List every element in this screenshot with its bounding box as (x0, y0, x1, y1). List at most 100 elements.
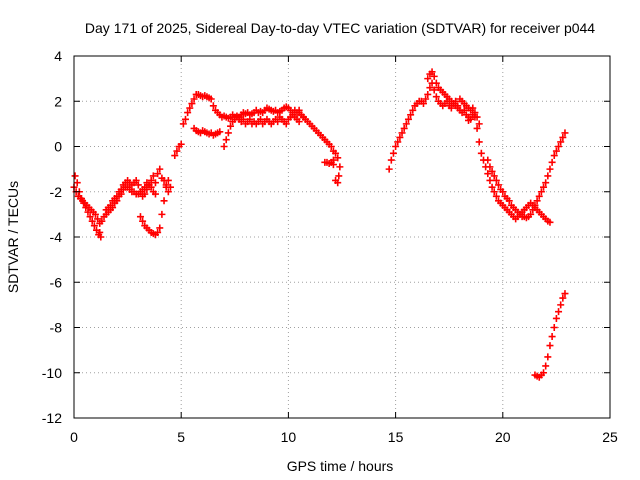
data-point (529, 206, 537, 214)
data-point (542, 362, 550, 370)
data-point (224, 129, 232, 137)
data-point (149, 172, 157, 180)
x-tick-label: 25 (602, 429, 618, 445)
grid-lines (74, 56, 610, 418)
data-point (207, 95, 215, 103)
tick-marks (73, 55, 611, 419)
series-arc-3 (102, 176, 159, 214)
data-point (475, 138, 483, 146)
y-tick-label: -10 (42, 365, 62, 381)
data-point (432, 93, 440, 101)
data-point (404, 115, 412, 123)
data-point (561, 129, 569, 137)
data-point (490, 172, 498, 180)
data-point (484, 156, 492, 164)
data-point (209, 102, 217, 110)
data-point (86, 213, 94, 221)
data-point (400, 124, 408, 132)
data-point (335, 172, 343, 180)
data-point (181, 115, 189, 123)
data-point (559, 133, 567, 141)
data-point (559, 294, 567, 302)
data-point (151, 179, 159, 187)
data-point (216, 128, 224, 136)
series-arc-5 (171, 140, 185, 160)
data-point (540, 369, 548, 377)
data-point (394, 138, 402, 146)
data-point (492, 192, 500, 200)
data-point (533, 197, 541, 205)
data-point (171, 152, 179, 160)
data-point (555, 308, 563, 316)
data-point (188, 100, 196, 108)
series-arc-12 (424, 68, 554, 226)
x-tick-label: 10 (281, 429, 297, 445)
y-tick-label: -2 (50, 184, 63, 200)
data-point (486, 163, 494, 171)
data-point (164, 188, 172, 196)
x-tick-label: 15 (388, 429, 404, 445)
data-point (426, 84, 434, 92)
data-point (332, 149, 340, 157)
data-point (544, 172, 552, 180)
data-point (91, 210, 99, 218)
data-point (98, 217, 106, 225)
data-point (552, 314, 560, 322)
data-point (139, 217, 147, 225)
data-point (488, 167, 496, 175)
data-point (544, 353, 552, 361)
data-point (160, 197, 168, 205)
data-point (469, 104, 477, 112)
data-point (495, 181, 503, 189)
data-point (177, 140, 185, 148)
data-point (257, 115, 265, 123)
data-point (505, 197, 513, 205)
data-point (154, 170, 162, 178)
data-point (246, 115, 254, 123)
data-point (158, 210, 166, 218)
y-tick-label: -12 (42, 410, 62, 426)
x-axis-title: GPS time / hours (287, 458, 394, 474)
series-arc-4 (136, 176, 174, 239)
data-point (336, 163, 344, 171)
series-arc-14 (531, 290, 569, 381)
y-tick-label: -8 (50, 320, 63, 336)
data-point (422, 95, 430, 103)
data-point (156, 224, 164, 232)
data-point (156, 165, 164, 173)
data-point (546, 342, 554, 350)
data-point (141, 190, 149, 198)
data-point (484, 170, 492, 178)
series-stray (96, 116, 472, 236)
data-point (73, 179, 81, 187)
y-tick-label: 0 (54, 139, 62, 155)
x-tick-label: 5 (177, 429, 185, 445)
data-point (173, 147, 181, 155)
data-point (186, 104, 194, 112)
data-point (527, 210, 535, 218)
data-point (94, 215, 102, 223)
data-point (147, 176, 155, 184)
data-point (147, 183, 155, 191)
data-point (117, 185, 125, 193)
data-point (552, 147, 560, 155)
data-point (88, 217, 96, 225)
data-point (499, 188, 507, 196)
x-tick-label: 20 (495, 429, 511, 445)
data-point (398, 129, 406, 137)
data-point (179, 120, 187, 128)
series-arc-13 (484, 129, 569, 222)
data-point (136, 188, 144, 196)
data-point (274, 118, 282, 126)
data-point (113, 192, 121, 200)
y-tick-label: 4 (54, 48, 62, 64)
data-point (477, 149, 485, 157)
data-point (490, 188, 498, 196)
data-point (143, 185, 151, 193)
data-point (460, 106, 468, 114)
data-point (132, 176, 140, 184)
data-point (222, 136, 230, 144)
data-point (424, 75, 432, 83)
data-point (282, 120, 290, 128)
